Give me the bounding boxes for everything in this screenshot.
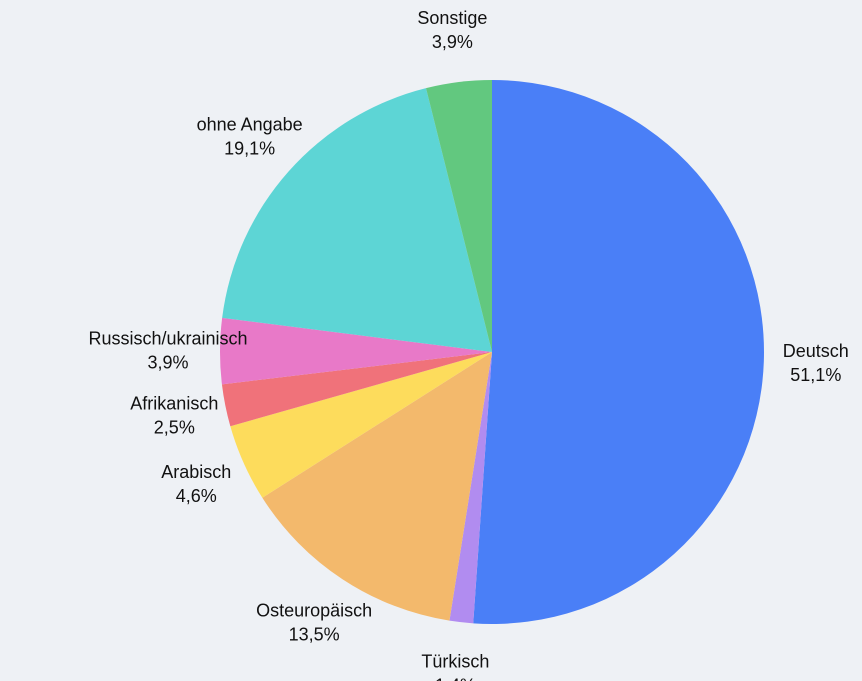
- slice-value: 3,9%: [147, 353, 188, 373]
- slice-value: 1,4%: [435, 676, 476, 681]
- pie-slice: [473, 80, 765, 624]
- pie-slice: [426, 80, 492, 352]
- pie-slice: [230, 352, 492, 498]
- slice-label: Deutsch: [783, 341, 849, 361]
- pie-slice: [221, 352, 493, 427]
- slice-label: Osteuropäisch: [256, 601, 372, 621]
- pie-slice: [220, 317, 493, 385]
- slice-value: 13,5%: [289, 625, 340, 645]
- slice-value: 3,9%: [432, 32, 473, 52]
- slice-label: Türkisch: [421, 652, 489, 672]
- pie-slice: [262, 352, 492, 621]
- slice-label: Russisch/ukrainisch: [88, 329, 247, 349]
- pie-slice: [222, 88, 492, 353]
- slice-value: 4,6%: [176, 486, 217, 506]
- pie-slice: [449, 352, 492, 624]
- slice-value: 2,5%: [154, 417, 195, 437]
- slice-value: 51,1%: [790, 365, 841, 385]
- slice-label: ohne Angabe: [197, 115, 303, 135]
- slice-label: Arabisch: [161, 462, 231, 482]
- slice-label: Afrikanisch: [130, 393, 218, 413]
- slice-value: 19,1%: [224, 139, 275, 159]
- slice-label: Sonstige: [417, 8, 487, 28]
